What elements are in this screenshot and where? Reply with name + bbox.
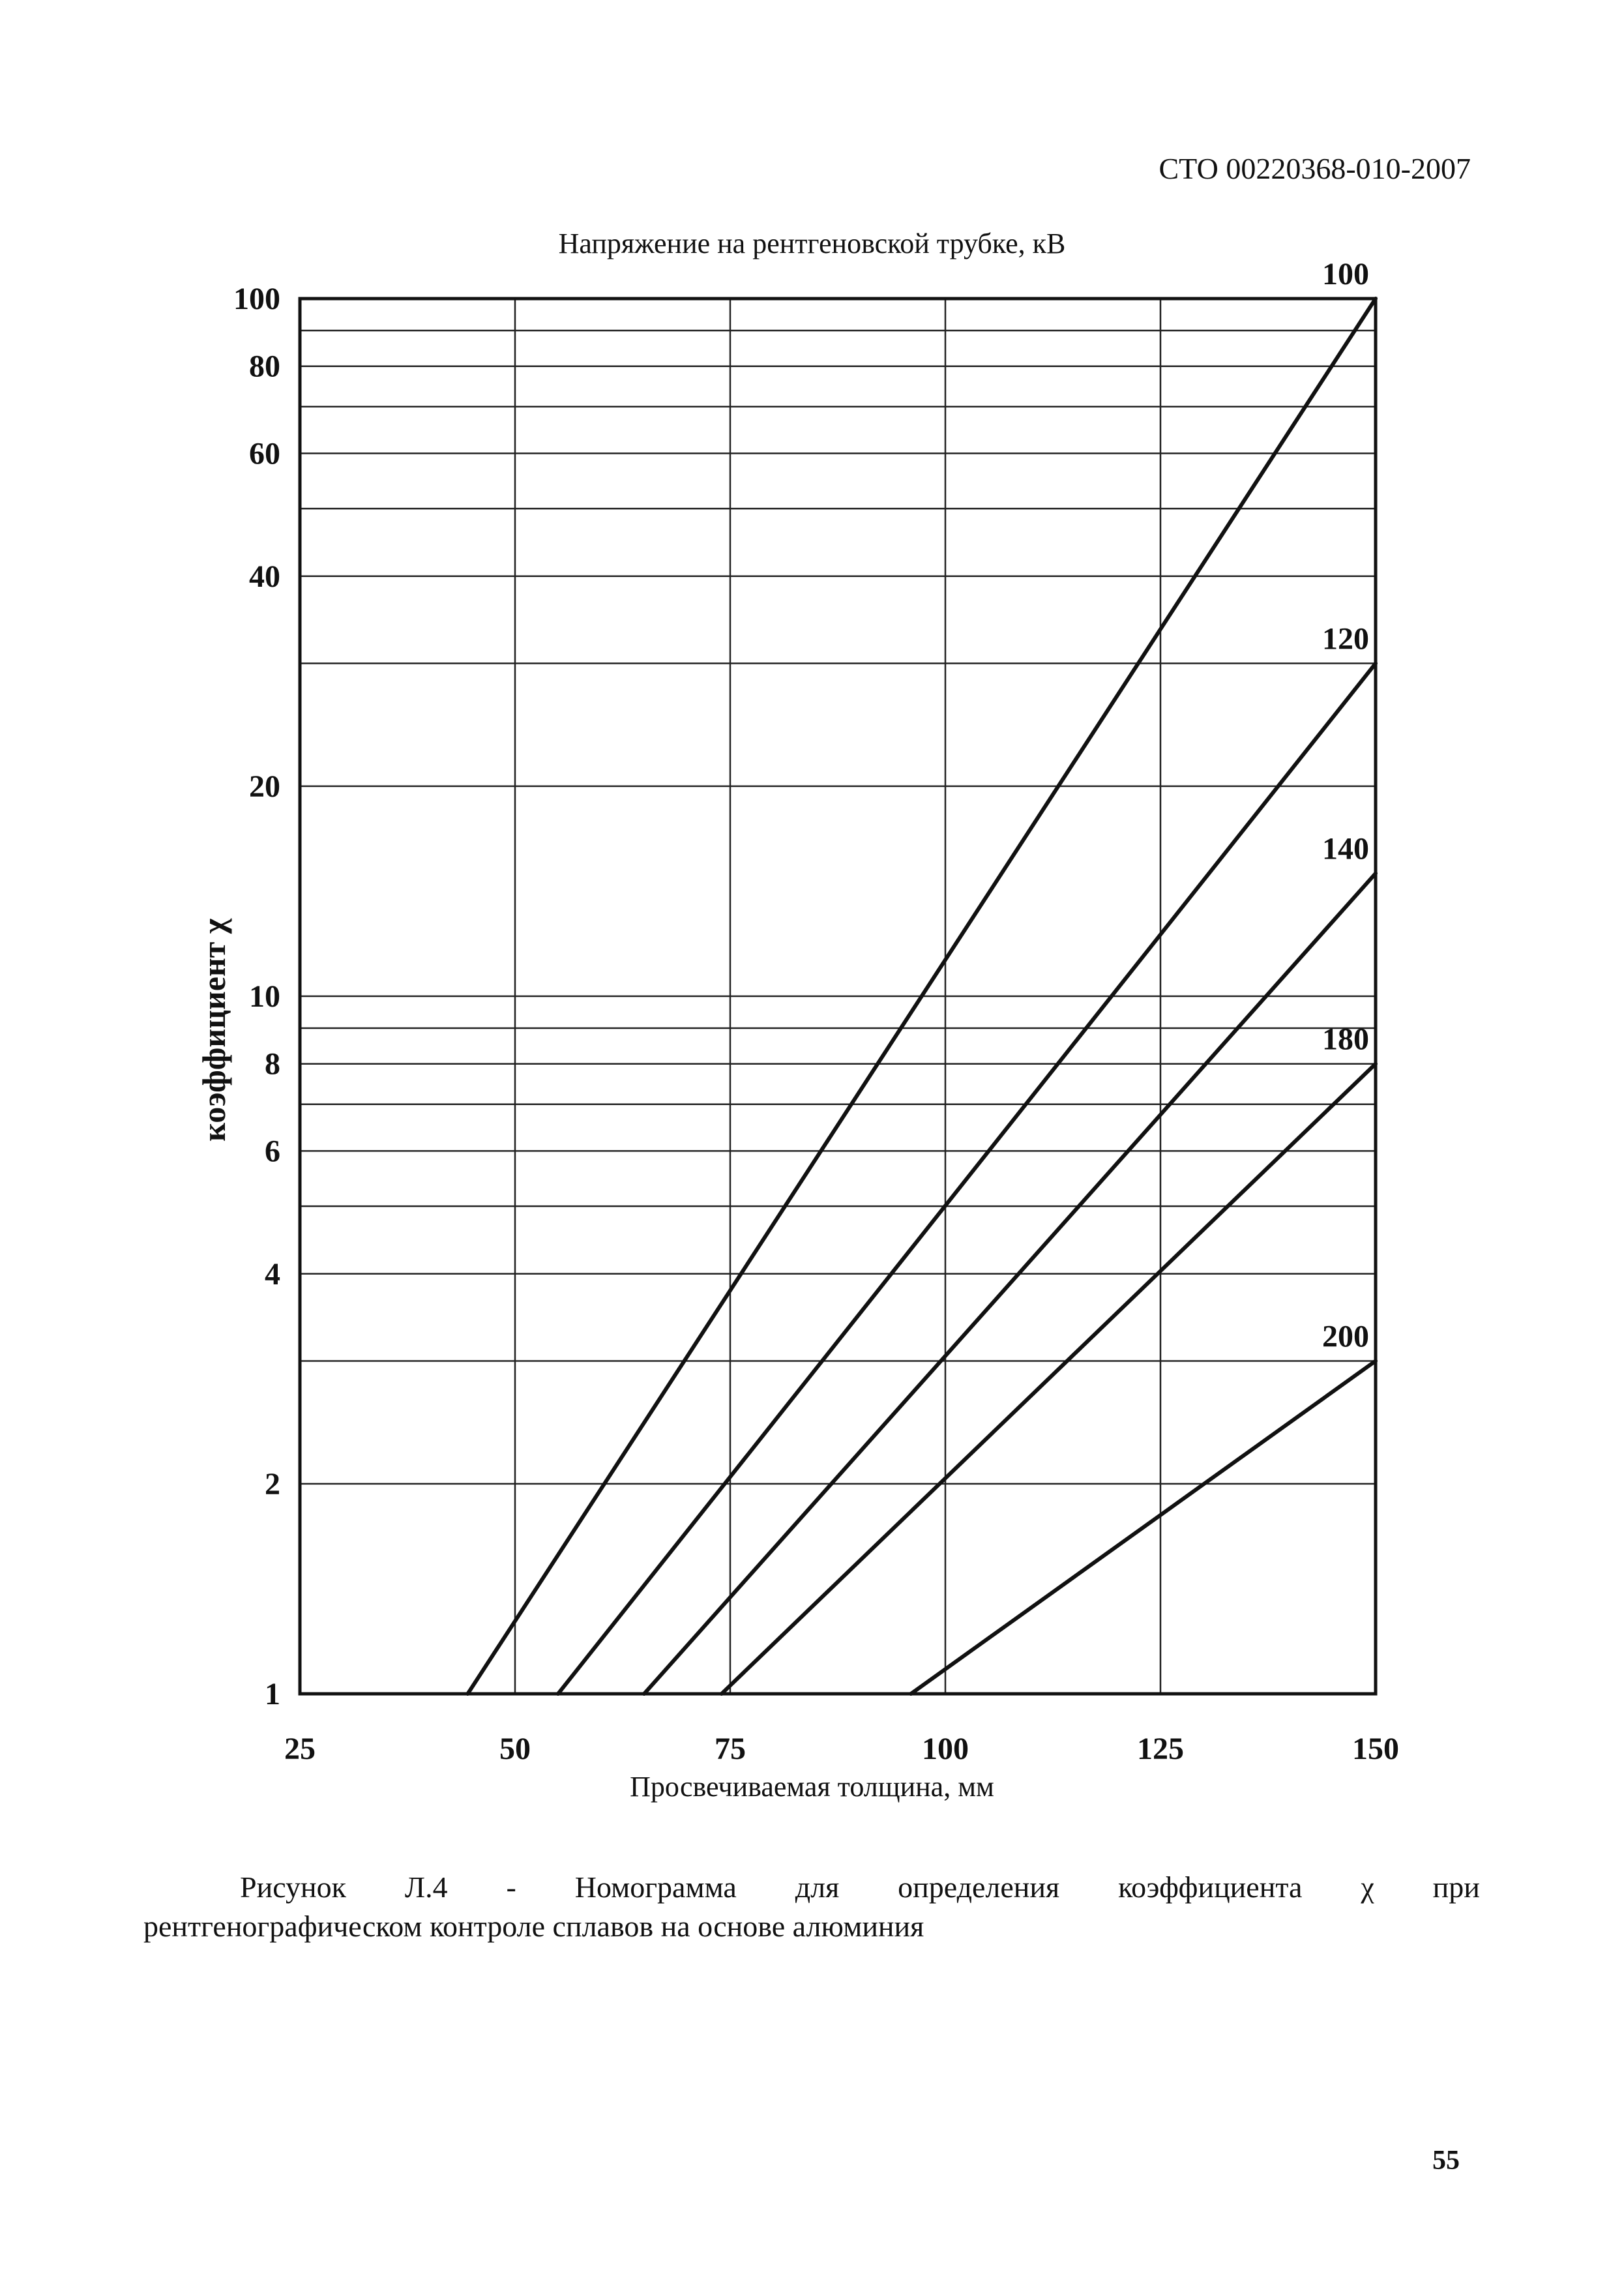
caption-line-1: Рисунок Л.4 - Номограмма для определения коэфф… — [143, 1868, 1480, 1907]
series-label-120: 120 — [1322, 621, 1369, 656]
caption-word: Номограмма — [574, 1870, 737, 1904]
y-tick-label: 20 — [249, 769, 280, 804]
page-number: 55 — [1432, 2146, 1460, 2176]
x-tick-label: 25 — [284, 1732, 316, 1766]
caption-line-2: рентгенографическом контроле сплавов на … — [143, 1910, 924, 1943]
x-tick-label: 150 — [1352, 1732, 1399, 1766]
y-tick-label: 1 — [265, 1677, 280, 1711]
x-tick-label: 100 — [922, 1732, 969, 1766]
tick-layer: 1 2 4 6 8 10 20 40 60 80 100 25 50 75 100 125 150 — [233, 282, 1399, 1766]
series-label-180: 180 — [1322, 1022, 1369, 1057]
x-tick-label: 50 — [499, 1732, 531, 1766]
series-line-100 — [465, 297, 1378, 1696]
y-tick-label: 60 — [249, 436, 280, 471]
x-tick-label: 125 — [1137, 1732, 1184, 1766]
y-axis-label: коэффициент χ — [196, 918, 232, 1142]
x-axis-label: Просвечиваемая толщина, мм — [630, 1771, 994, 1803]
caption-word: - — [506, 1870, 516, 1904]
y-tick-label: 4 — [265, 1257, 280, 1292]
series-line-120 — [556, 661, 1378, 1696]
y-tick-label: 40 — [249, 559, 280, 594]
caption-word: для — [795, 1870, 840, 1904]
series-label-140: 140 — [1322, 832, 1369, 866]
plot-frame — [298, 297, 1378, 1696]
series-layer: 100 120 140 180 200 — [465, 257, 1378, 1696]
y-tick-label: 10 — [249, 979, 280, 1014]
figure-caption: Рисунок Л.4 - Номограмма для определения коэфф… — [143, 1868, 1480, 1946]
series-label-200: 200 — [1322, 1319, 1369, 1353]
caption-word: Рисунок — [240, 1870, 346, 1904]
y-tick-label: 2 — [265, 1467, 280, 1501]
y-tick-label: 8 — [265, 1047, 280, 1082]
caption-word: коэффициента — [1118, 1870, 1303, 1904]
y-tick-label: 80 — [249, 349, 280, 384]
series-label-100: 100 — [1322, 257, 1369, 291]
series-line-180 — [719, 1061, 1378, 1696]
chart-title: Напряжение на рентгеновской трубке, кВ — [558, 228, 1066, 259]
caption-word: Л.4 — [404, 1870, 448, 1904]
y-tick-label: 6 — [265, 1134, 280, 1168]
caption-word: определения — [898, 1870, 1060, 1904]
document-code: СТО 00220368-010-2007 — [1159, 152, 1471, 185]
x-tick-label: 75 — [715, 1732, 746, 1766]
caption-word: при — [1432, 1870, 1480, 1904]
series-line-140 — [642, 871, 1378, 1696]
grid-layer — [300, 299, 1376, 1694]
caption-word: χ — [1361, 1870, 1374, 1904]
series-line-200 — [909, 1359, 1378, 1696]
y-tick-label: 100 — [233, 282, 280, 316]
